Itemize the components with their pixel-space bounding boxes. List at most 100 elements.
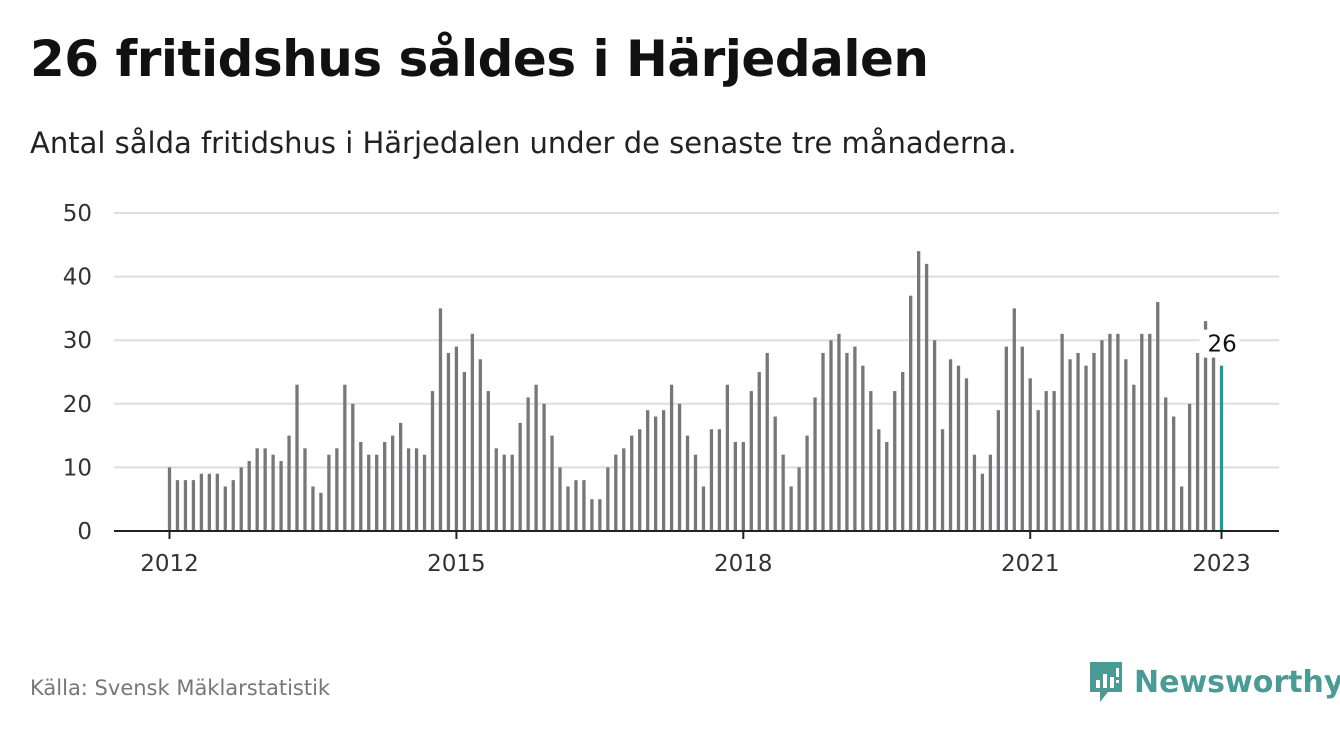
bar — [940, 429, 945, 531]
x-tick-label: 2015 — [427, 551, 486, 577]
bar — [494, 448, 498, 531]
bar — [1044, 391, 1048, 531]
newsworthy-logo: Newsworthy — [1088, 660, 1340, 704]
bar — [1187, 403, 1192, 531]
bar — [167, 467, 172, 531]
bar — [893, 391, 897, 531]
bar — [781, 454, 785, 531]
bar — [295, 384, 299, 531]
bar — [1092, 352, 1096, 531]
bar — [829, 340, 833, 531]
bar — [757, 372, 761, 531]
bar — [837, 333, 841, 531]
bar — [542, 403, 546, 531]
bar — [741, 441, 745, 531]
bar — [964, 378, 969, 531]
bar — [717, 429, 722, 531]
bar — [869, 391, 873, 531]
bar — [988, 454, 993, 531]
bar — [335, 448, 339, 531]
bar — [526, 397, 530, 531]
bar — [406, 448, 411, 531]
bar — [558, 467, 562, 531]
bar — [1180, 486, 1184, 531]
bar — [215, 473, 219, 531]
bar — [917, 251, 921, 531]
bar — [1211, 352, 1216, 531]
brand-name: Newsworthy — [1134, 664, 1340, 700]
bar — [638, 429, 642, 531]
grid-lines — [114, 212, 1279, 469]
bar — [454, 346, 459, 531]
bar — [287, 435, 291, 531]
bar — [255, 448, 259, 531]
bar — [1148, 333, 1152, 531]
bar — [821, 352, 825, 531]
labels: 0 10 20 30 40 50 2012 2015 2018 2021 2023 26 — [63, 201, 1251, 577]
bar — [885, 441, 889, 531]
bar — [1100, 340, 1104, 531]
bar — [614, 454, 618, 531]
bar — [1116, 333, 1120, 531]
bar — [853, 346, 857, 531]
bar — [582, 480, 586, 531]
bar — [606, 467, 610, 531]
bar — [574, 480, 578, 531]
bar — [765, 352, 769, 531]
bar — [422, 454, 427, 531]
x-tick-label: 2021 — [1001, 551, 1060, 577]
bar-chart: 0 10 20 30 40 50 2012 2015 2018 2021 2023 26 — [63, 201, 1279, 577]
bar — [1028, 378, 1032, 531]
highlight-value-label: 26 — [1208, 332, 1237, 358]
bar — [813, 397, 817, 531]
bar — [343, 384, 347, 531]
bar — [861, 365, 865, 531]
bar — [725, 384, 730, 531]
bar — [1108, 333, 1112, 531]
source-note: Källa: Svensk Mäklarstatistik — [30, 676, 331, 700]
bar — [263, 448, 267, 531]
bar — [980, 473, 985, 531]
bar — [661, 410, 666, 531]
y-tick-label: 10 — [63, 455, 92, 481]
bar — [909, 295, 913, 531]
bar — [199, 473, 204, 531]
bar — [877, 429, 881, 531]
bar — [375, 454, 379, 531]
bars — [167, 251, 1224, 531]
bar-highlight — [1219, 365, 1224, 531]
bar — [630, 435, 634, 531]
bar — [510, 454, 514, 531]
bar — [231, 480, 235, 531]
bar — [1076, 352, 1080, 531]
bar — [1052, 391, 1056, 531]
bar — [383, 441, 387, 531]
bar — [327, 454, 331, 531]
bar — [486, 391, 490, 531]
bar — [1004, 346, 1008, 531]
bar — [1172, 416, 1176, 531]
bar — [303, 448, 307, 531]
y-tick-label: 50 — [63, 201, 92, 227]
bar — [462, 372, 467, 531]
bar — [789, 486, 793, 531]
bar — [351, 403, 355, 531]
bar — [932, 340, 937, 531]
bar — [972, 454, 977, 531]
bar — [1020, 346, 1024, 531]
y-tick-label: 40 — [63, 265, 92, 291]
bar — [1084, 365, 1088, 531]
chart-title: 26 fritidshus såldes i Härjedalen — [30, 30, 929, 88]
bar — [845, 352, 849, 531]
bar — [693, 454, 698, 531]
axes — [114, 530, 1279, 539]
bar — [1068, 359, 1072, 531]
bar — [446, 352, 451, 531]
y-tick-label: 20 — [63, 392, 92, 418]
bar — [1195, 352, 1200, 531]
bar — [470, 333, 474, 531]
bar — [191, 480, 196, 531]
bar — [502, 454, 506, 531]
bar — [319, 492, 323, 531]
bar — [805, 435, 809, 531]
